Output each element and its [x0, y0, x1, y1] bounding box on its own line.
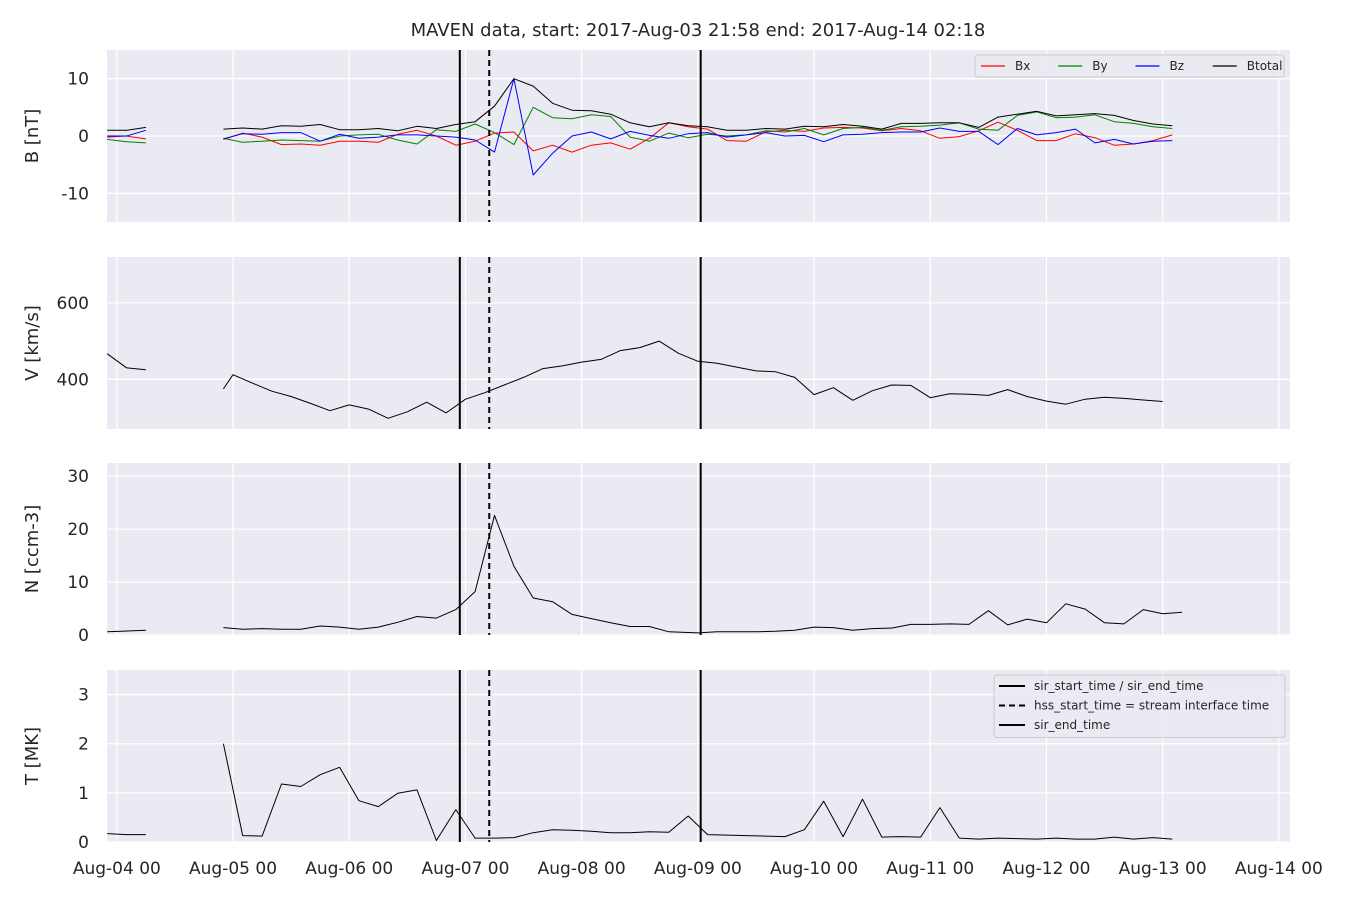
legend-label: By: [1092, 59, 1107, 73]
y-tick-label: 600: [57, 294, 89, 314]
x-tick-label: Aug-09 00: [654, 859, 742, 879]
panel-4: 0 1 2 3 T [MK] sir_start_time / sir_end_timeh…: [22, 670, 1323, 879]
legend-label: sir_end_time: [1034, 718, 1110, 732]
legend-label: Btotal: [1247, 59, 1283, 73]
y-tick-label: 2: [78, 735, 89, 755]
y-axis-label: V [km/s]: [22, 305, 43, 380]
x-tick-label: Aug-08 00: [538, 859, 626, 879]
y-tick-label: 20: [67, 520, 89, 540]
series-v-line: [106, 340, 1163, 419]
x-tick-label: Aug-04 00: [73, 859, 161, 879]
y-tick-label: 400: [57, 370, 89, 390]
y-tick-label: 0: [78, 833, 89, 853]
x-tick-label: Aug-05 00: [189, 859, 277, 879]
y-axis-label: B [nT]: [22, 109, 43, 164]
x-tick-label: Aug-07 00: [421, 859, 509, 879]
legend-label: Bx: [1015, 59, 1030, 73]
y-axis-label: N [ccm-3]: [22, 505, 43, 594]
legend-label: sir_start_time / sir_end_time: [1034, 679, 1204, 693]
x-tick-label: Aug-11 00: [886, 859, 974, 879]
y-tick-label: 10: [67, 70, 89, 90]
legend-frame: [974, 54, 1285, 78]
y-tick-label: -10: [61, 184, 89, 204]
panel-1: -10 0 10 B [nT] Bx By Bz Btotal: [22, 50, 1290, 222]
x-tick-label: Aug-13 00: [1119, 859, 1207, 879]
y-tick-label: 0: [78, 127, 89, 147]
x-tick-label: Aug-14 00: [1235, 859, 1323, 879]
y-tick-label: 10: [67, 573, 89, 593]
legend-b: Bx By Bz Btotal: [974, 54, 1285, 78]
y-tick-label: 30: [67, 467, 89, 487]
x-tick-label: Aug-10 00: [770, 859, 858, 879]
y-tick-label: 0: [78, 626, 89, 646]
series-by-line: [107, 106, 1173, 146]
y-tick-label: 3: [78, 686, 89, 706]
y-tick-label: 1: [78, 784, 89, 804]
legend-frame: [993, 674, 1286, 738]
legend-label: Bz: [1170, 59, 1185, 73]
x-tick-label: Aug-06 00: [305, 859, 393, 879]
x-tick-label: Aug-12 00: [1002, 859, 1090, 879]
legend-label: hss_start_time = stream interface time: [1034, 699, 1269, 713]
y-axis-label: T [MK]: [22, 727, 43, 786]
panel-2: 400 600 V [km/s]: [22, 257, 1290, 429]
chart-title: MAVEN data, start: 2017-Aug-03 21:58 end…: [411, 20, 986, 41]
legend-markers: sir_start_time / sir_end_time hss_start_t…: [993, 674, 1286, 738]
panel-3: 0 10 20 30 N [ccm-3]: [22, 463, 1290, 646]
